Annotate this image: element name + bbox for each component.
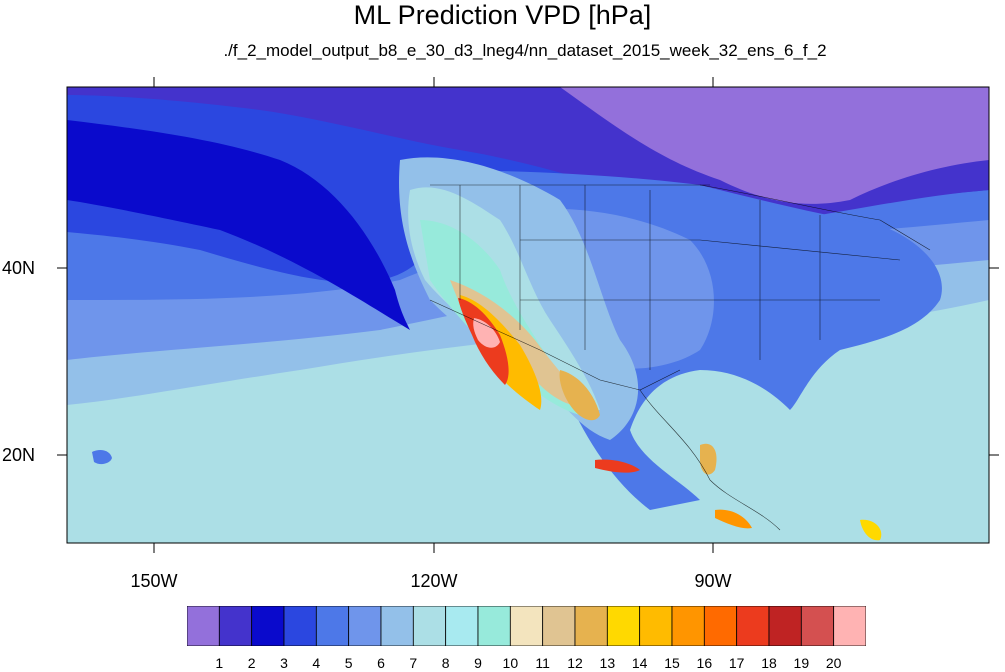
- central-america-hot: [715, 509, 752, 529]
- colorbar-swatch: [574, 606, 608, 646]
- colorbar-swatch: [509, 606, 544, 646]
- mexico-plateau: [559, 370, 600, 421]
- colorbar-tick-label: 16: [696, 655, 713, 671]
- colorbar-swatch: [606, 606, 641, 646]
- colorbar-swatch: [283, 606, 317, 646]
- colorbar-swatch: [412, 606, 447, 646]
- land-hottest: [473, 318, 500, 348]
- map-subtitle: ./f_2_model_output_b8_e_30_d3_lneg4/nn_d…: [223, 41, 827, 60]
- colorbar: [187, 606, 866, 646]
- arctic-band: [560, 87, 989, 204]
- colorbar-tick-label: 4: [312, 655, 321, 671]
- colorbar-swatch: [703, 606, 738, 646]
- axis-ticks: [57, 77, 999, 553]
- lon-label-150w: 150W: [130, 571, 178, 591]
- lat-label-40n: 40N: [2, 258, 36, 278]
- colorbar-tick-label: 1: [215, 655, 224, 671]
- colorbar-swatch: [251, 606, 285, 646]
- colorbar-swatch: [671, 606, 705, 646]
- colorbar-swatch: [477, 606, 511, 646]
- map-frame: [66, 86, 990, 544]
- colorbar-tick-label: 6: [377, 655, 385, 671]
- colorbar-tick-label: 9: [474, 655, 482, 671]
- hawaii-blob: [92, 450, 112, 465]
- colorbar-swatch: [315, 606, 350, 646]
- colorbar-tick-label: 15: [664, 655, 680, 671]
- colorbar-swatch: [445, 606, 479, 646]
- colorbar-swatch: [639, 606, 673, 646]
- colorbar-tick-label: 2: [247, 655, 256, 671]
- gulf-blob: [700, 443, 717, 475]
- colorbar-tick-label: 8: [441, 655, 450, 671]
- ocean-band-darkest: [67, 120, 410, 330]
- colorbar-tick-label: 20: [825, 655, 842, 671]
- colorbar-swatch: [800, 606, 835, 646]
- colorbar-swatch: [187, 606, 220, 646]
- colorbar-swatch: [218, 606, 253, 646]
- colorbar-swatch: [833, 606, 866, 646]
- colorbar-tick-label: 17: [728, 655, 745, 671]
- colorbar-tick-label: 18: [761, 655, 777, 671]
- political-borders: [429, 184, 931, 531]
- colorbar-swatch: [542, 606, 576, 646]
- colorbar-swatch: [380, 606, 414, 646]
- colorbar-tick-label: 11: [535, 655, 550, 671]
- colorbar-tick-label: 3: [280, 655, 288, 671]
- colorbar-swatch: [736, 606, 770, 646]
- colorbar-tick-label: 5: [344, 655, 353, 671]
- lon-label-90w: 90W: [694, 571, 732, 591]
- caribbean-blob: [860, 519, 882, 541]
- colorbar-swatch: [348, 606, 382, 646]
- lat-label-20n: 20N: [2, 445, 36, 465]
- lon-label-120w: 120W: [410, 571, 458, 591]
- colorbar-tick-label: 19: [793, 655, 810, 671]
- map-title: ML Prediction VPD [hPa]: [353, 0, 652, 30]
- colorbar-tick-label: 13: [599, 655, 616, 671]
- colorbar-swatch: [768, 606, 802, 646]
- colorbar-tick-label: 7: [409, 655, 418, 671]
- yucatan-hot: [595, 459, 640, 473]
- colorbar-tick-label: 12: [567, 655, 583, 671]
- colorbar-tick-label: 10: [502, 655, 519, 671]
- colorbar-tick-label: 14: [631, 655, 648, 671]
